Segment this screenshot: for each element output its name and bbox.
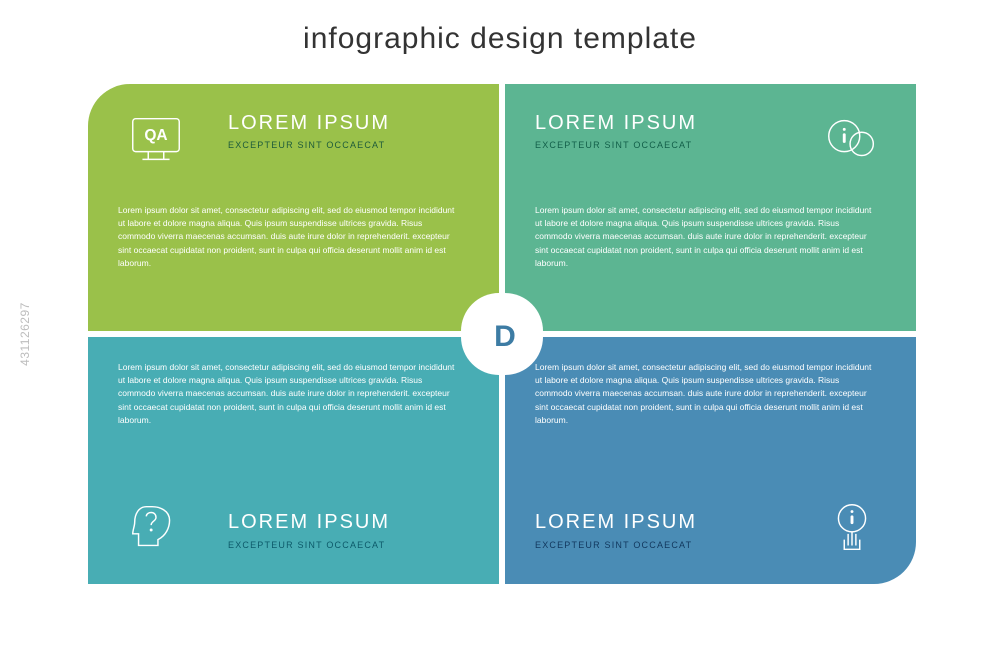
panel-a-heading: LOREM IPSUM <box>228 112 390 135</box>
panel-b: LOREM IPSUM EXCEPTEUR SINT OCCAECAT Lore… <box>505 84 916 331</box>
panel-b-inner: LOREM IPSUM EXCEPTEUR SINT OCCAECAT Lore… <box>505 84 916 331</box>
infographic-grid: QA LOREM IPSUM EXCEPTEUR SINT OCCAECAT L… <box>88 84 916 584</box>
panel-d-body: Lorem ipsum dolor sit amet, consectetur … <box>535 361 875 427</box>
panel-a: QA LOREM IPSUM EXCEPTEUR SINT OCCAECAT L… <box>88 84 499 331</box>
panel-b-subheading: EXCEPTEUR SINT OCCAECAT <box>535 140 692 150</box>
page-title: infographic design template <box>0 22 1000 56</box>
svg-text:QA: QA <box>144 127 167 144</box>
panel-d-inner: Lorem ipsum dolor sit amet, consectetur … <box>505 337 916 584</box>
watermark-text: 431126297 <box>18 302 32 366</box>
panel-d: Lorem ipsum dolor sit amet, consectetur … <box>505 337 916 584</box>
qa-monitor-icon: QA <box>116 100 196 180</box>
head-question-icon <box>116 488 196 568</box>
panel-b-body: Lorem ipsum dolor sit amet, consectetur … <box>535 204 875 270</box>
panel-d-heading: LOREM IPSUM <box>535 511 697 534</box>
panel-c-inner: Lorem ipsum dolor sit amet, consectetur … <box>88 337 499 584</box>
info-hand-icon <box>812 488 892 568</box>
panel-c-heading: LOREM IPSUM <box>228 511 390 534</box>
panel-d-label: D <box>467 299 543 375</box>
panel-a-inner: QA LOREM IPSUM EXCEPTEUR SINT OCCAECAT L… <box>88 84 499 331</box>
panel-b-heading: LOREM IPSUM <box>535 112 697 135</box>
info-bubbles-icon <box>812 100 892 180</box>
panel-c-body: Lorem ipsum dolor sit amet, consectetur … <box>118 361 458 427</box>
panel-d-subheading: EXCEPTEUR SINT OCCAECAT <box>535 540 692 550</box>
panel-a-subheading: EXCEPTEUR SINT OCCAECAT <box>228 140 385 150</box>
panel-a-body: Lorem ipsum dolor sit amet, consectetur … <box>118 204 458 270</box>
panel-c-subheading: EXCEPTEUR SINT OCCAECAT <box>228 540 385 550</box>
panel-c: Lorem ipsum dolor sit amet, consectetur … <box>88 337 499 584</box>
